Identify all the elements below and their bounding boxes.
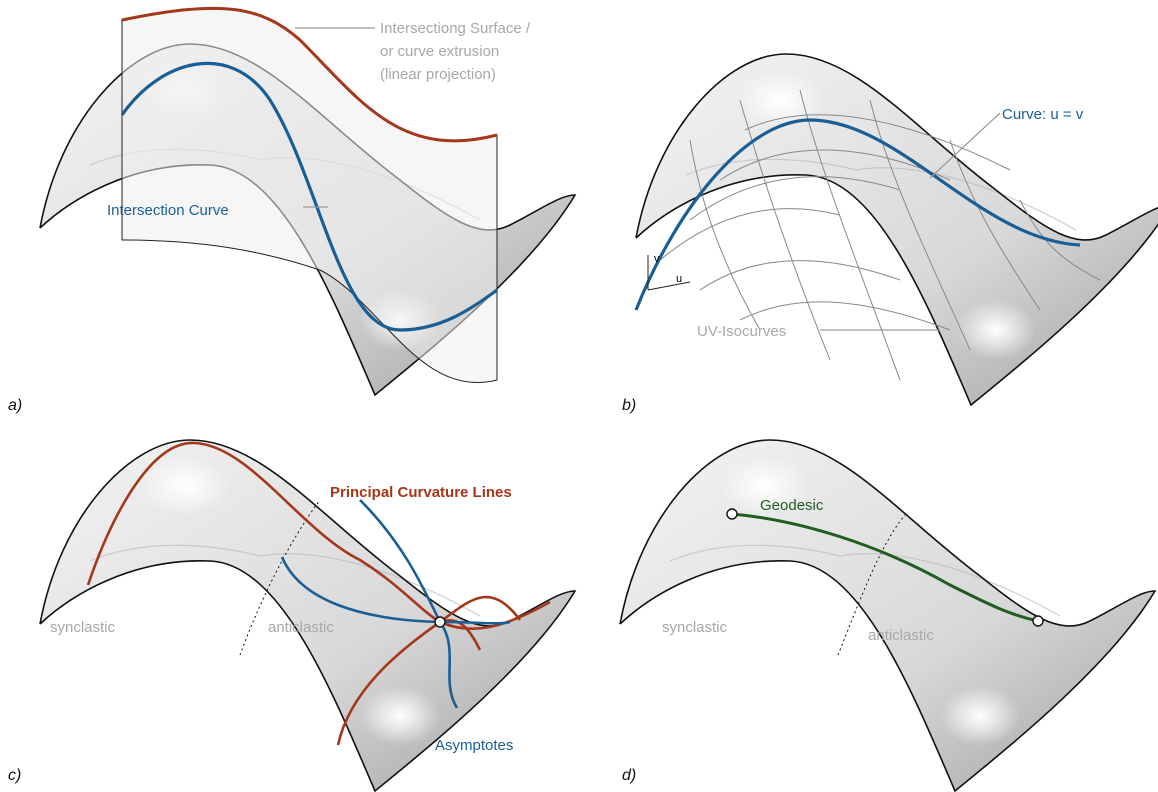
region-label: anticlastic xyxy=(268,619,334,636)
panel-label: d) xyxy=(622,767,636,784)
annotation: (linear projection) xyxy=(380,66,496,83)
curve-label: Intersection Curve xyxy=(107,202,229,219)
figure: Intersectiong Surface / or curve extrusi… xyxy=(0,0,1158,792)
panel-label: c) xyxy=(8,767,21,784)
curve-label: Geodesic xyxy=(760,497,824,514)
title: Principal Curvature Lines xyxy=(330,484,512,501)
panel-b: Curve: u = v UV-Isocurves v u b) xyxy=(622,54,1158,414)
region-label: anticlastic xyxy=(868,627,934,644)
annotation: or curve extrusion xyxy=(380,43,499,60)
panel-a: Intersectiong Surface / or curve extrusi… xyxy=(8,8,575,414)
region-label: synclastic xyxy=(662,619,728,636)
axis-v: v xyxy=(654,253,660,265)
panel-label: b) xyxy=(622,397,636,414)
panel-label: a) xyxy=(8,397,22,414)
asymptotes-label: Asymptotes xyxy=(435,737,513,754)
curve-label: Curve: u = v xyxy=(1002,106,1084,123)
panel-d: Geodesic synclastic anticlastic d) xyxy=(620,440,1155,791)
region-label: synclastic xyxy=(50,619,116,636)
isocurves-label: UV-Isocurves xyxy=(697,323,786,340)
axis-u: u xyxy=(676,273,682,285)
panel-c: Principal Curvature Lines synclastic ant… xyxy=(8,440,575,791)
annotation: Intersectiong Surface / xyxy=(380,20,531,37)
